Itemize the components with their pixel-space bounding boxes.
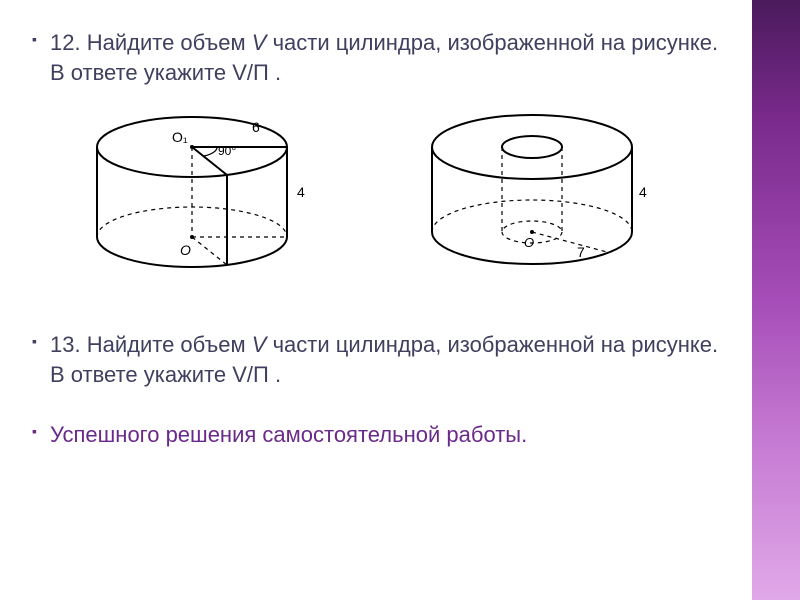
p13-v: V	[252, 332, 267, 357]
inner-top	[502, 136, 562, 158]
p12-v: V	[252, 30, 267, 55]
figure-cylinder-cut: O₁ 90° 6 4 O	[72, 97, 332, 312]
p13-t1: Найдите объем	[87, 332, 252, 357]
p12-number: 12.	[50, 30, 81, 55]
outer-bottom-back	[432, 200, 632, 232]
lbl-height: 4	[297, 184, 305, 200]
lbl-angle: 90°	[218, 144, 236, 158]
figure-cylinder-cut-svg: O₁ 90° 6 4 O	[72, 97, 332, 307]
lbl-ring-height: 4	[639, 184, 647, 200]
figure-ring-cylinder: 4 7 O	[412, 97, 672, 312]
lbl-ring-radius: 7	[577, 244, 585, 260]
angle-arc	[204, 147, 217, 156]
figures-row: O₁ 90° 6 4 O	[32, 97, 732, 312]
p12-t1: Найдите объем	[87, 30, 252, 55]
lbl-radius: 6	[252, 119, 260, 135]
figure-ring-svg: 4 7 O	[412, 97, 672, 297]
outer-top	[432, 115, 632, 179]
problem-13-text: 13. Найдите объем V части цилиндра, изоб…	[32, 330, 732, 389]
spacer	[32, 398, 732, 420]
bottom-radius-d	[192, 237, 227, 265]
p13-number: 13.	[50, 332, 81, 357]
bottom-front-arc	[97, 237, 287, 267]
lbl-o1: O₁	[172, 129, 188, 145]
lbl-ring-o: O	[524, 235, 534, 250]
closing-text: Успешного решения самостоятельной работы…	[32, 420, 732, 450]
problem-12-text: 12. Найдите объем V части цилиндра, изоб…	[32, 28, 732, 87]
closing-span: Успешного решения самостоятельной работы…	[50, 422, 527, 447]
side-gradient	[752, 0, 800, 600]
outer-radius-line	[532, 232, 607, 252]
lbl-o: O	[180, 242, 191, 258]
slide-content: 12. Найдите объем V части цилиндра, изоб…	[0, 0, 752, 600]
